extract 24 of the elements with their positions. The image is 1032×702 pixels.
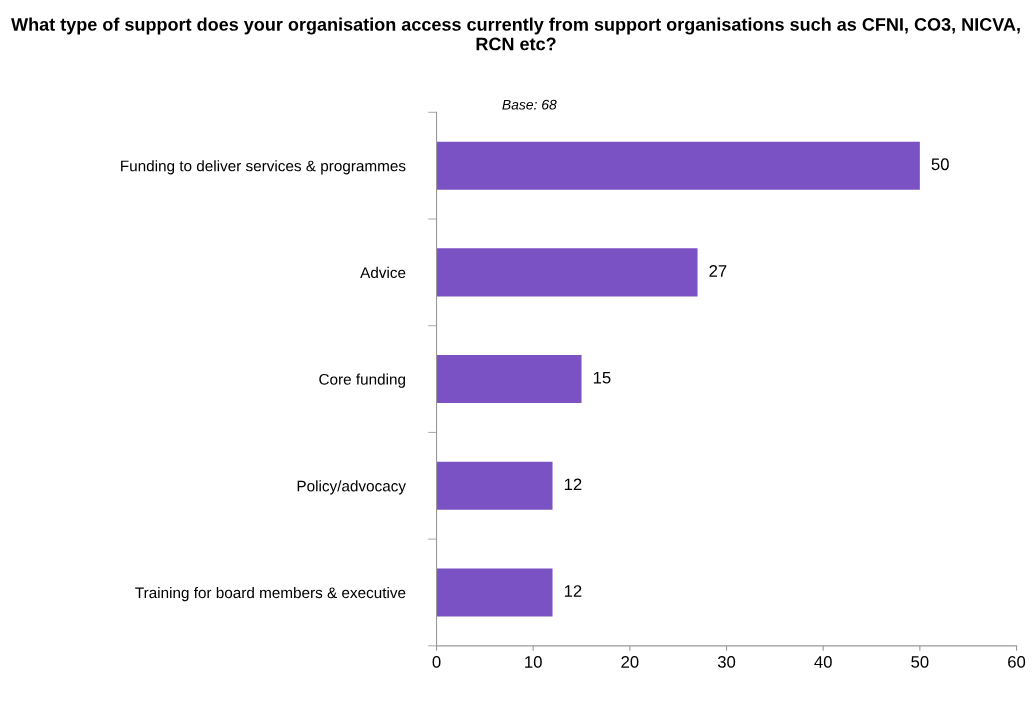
bar xyxy=(436,248,698,297)
text: Base: 68 xyxy=(502,99,557,110)
bar xyxy=(436,461,553,510)
bar xyxy=(436,568,553,617)
data-label: 50 xyxy=(931,158,949,171)
x-tick-label: 30 xyxy=(717,656,736,668)
x-tick-label: 40 xyxy=(814,656,832,668)
x-tick-label: 60 xyxy=(1008,656,1026,668)
y-tick-label: Advice xyxy=(360,266,406,279)
bar xyxy=(436,141,920,190)
y-tick-label: Funding to deliver services & programmes xyxy=(121,160,406,175)
data-label: 15 xyxy=(593,371,611,384)
x-tick-label: 20 xyxy=(621,656,639,668)
y-tick-label: Core funding xyxy=(319,373,405,388)
bar xyxy=(436,355,582,404)
data-label: 12 xyxy=(564,478,582,491)
chart-title: What type of support does your organisation access currently from support organisations such as CFNI, CO3, NICVA, RCN etc? xyxy=(11,17,1020,51)
data-label: 27 xyxy=(709,265,727,277)
y-tick-label: Policy/advocacy xyxy=(297,480,406,495)
x-tick-label: 10 xyxy=(525,656,542,668)
x-tick-label: 0 xyxy=(432,656,441,668)
data-label: 12 xyxy=(564,585,582,597)
y-tick-label: Training for board members & executive xyxy=(135,586,406,602)
x-tick-label: 50 xyxy=(911,656,929,668)
